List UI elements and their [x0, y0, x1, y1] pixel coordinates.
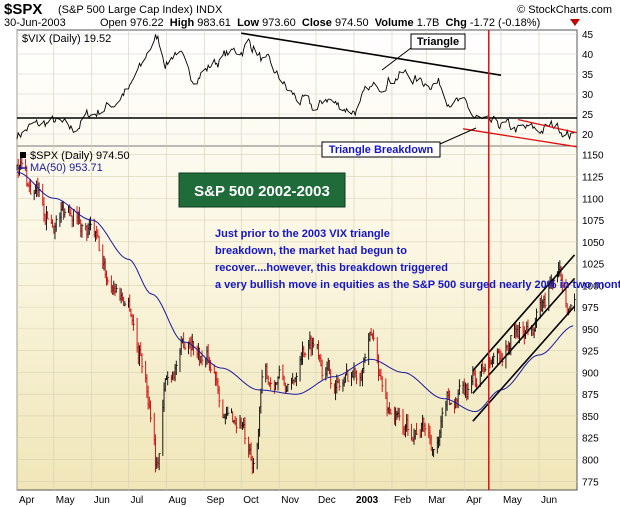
x-tick-label: Feb — [394, 495, 412, 506]
vix-tick-label: 40 — [582, 50, 594, 61]
breakdown-pointer — [439, 127, 477, 145]
spx-tick-label: 1050 — [582, 238, 605, 249]
close-value: 974.50 — [334, 17, 369, 29]
triangle-label-box — [410, 33, 466, 50]
spx-tick-label: 1025 — [582, 260, 605, 271]
x-tick-label: Jun — [541, 495, 557, 506]
vix-channel-upper — [518, 118, 578, 134]
x-tick-label: May — [56, 495, 75, 506]
spx-tick-label: 950 — [582, 325, 599, 336]
chg-label: Chg — [445, 17, 467, 29]
spx-legend: $SPX (Daily) 974.50 — [30, 150, 130, 162]
title-box — [178, 172, 346, 208]
x-tick-label: Mar — [428, 495, 446, 506]
low-label: Low — [237, 17, 260, 29]
ma50-line — [16, 171, 574, 413]
x-tick-label: May — [503, 495, 522, 506]
volume-label: Volume — [374, 17, 414, 29]
spx-tick-label: 1125 — [582, 172, 604, 183]
annotation-line: Just prior to the 2003 VIX triangle — [215, 228, 390, 240]
x-tick-label: Dec — [318, 495, 336, 506]
vix-tick-label: 30 — [582, 90, 594, 101]
open-label: Open — [100, 17, 127, 29]
spx-tick-label: 775 — [582, 477, 599, 488]
spx-legend-swatch — [20, 152, 26, 158]
gridlines — [16, 30, 577, 490]
high-value: 983.61 — [197, 17, 231, 29]
x-tick-label: Jun — [94, 495, 110, 506]
brand-watermark: © StockCharts.com — [517, 4, 612, 16]
annotation-line: recover....however, this breakdown trigg… — [215, 262, 448, 274]
spx-tick-label: 925 — [582, 347, 599, 358]
spx-tick-label: 825 — [582, 434, 599, 445]
spx-tick-label: 900 — [582, 368, 599, 379]
symbol-description: (S&P 500 Large Cap Index) INDX — [58, 4, 223, 16]
annotation-text: Just prior to the 2003 VIX triangle break… — [215, 228, 620, 291]
axes: 20 25 30 35 40 45 775 800 825 850 875 900 925 950 975 1… — [19, 30, 605, 506]
spx-channel-upper — [472, 254, 576, 372]
x-tick-label: Jul — [131, 495, 144, 506]
x-tick-label: Oct — [243, 495, 259, 506]
high-label: High — [169, 17, 195, 29]
x-tick-label: Aug — [168, 495, 186, 506]
x-tick-label: Apr — [19, 495, 35, 506]
volume-value: 1.7B — [416, 17, 440, 29]
vix-tick-label: 45 — [582, 30, 594, 41]
x-tick-label: Apr — [466, 495, 482, 506]
chg-value: -1.72 (-0.18%) — [469, 17, 541, 29]
spx-channel-middle — [472, 277, 576, 394]
spx-tick-label: 1000 — [582, 281, 605, 292]
x-tick-label: Nov — [281, 495, 299, 506]
low-value: 973.60 — [262, 17, 296, 29]
vix-legend: $VIX (Daily) 19.52 — [22, 33, 111, 45]
ma-legend: MA(50) 953.71 — [30, 162, 103, 174]
vix-tick-label: 20 — [582, 130, 594, 141]
spx-tick-label: 1075 — [582, 216, 605, 227]
breakdown-label-box — [321, 141, 441, 158]
spx-tick-label: 1150 — [582, 151, 604, 162]
vix-tick-label: 25 — [582, 110, 594, 121]
spx-tick-label: 1100 — [582, 194, 604, 205]
spx-tick-label: 875 — [582, 390, 599, 401]
chart-header: $SPX (S&P 500 Large Cap Index) INDX © St… — [0, 0, 620, 30]
down-arrow-icon — [570, 19, 580, 26]
spx-panel — [16, 30, 577, 490]
chart-title: S&P 500 2002-2003 — [194, 183, 330, 200]
annotation-line: breakdown, the market had begun to — [215, 245, 407, 257]
quote-date: 30-Jun-2003 — [4, 17, 66, 29]
vix-panel — [16, 32, 578, 148]
spx-tick-label: 850 — [582, 412, 599, 423]
spx-tick-label: 975 — [582, 303, 599, 314]
x-tick-label: 2003 — [356, 495, 379, 506]
close-label: Close — [301, 17, 332, 29]
vix-tick-label: 35 — [582, 70, 594, 81]
triangle-label: Triangle — [417, 36, 459, 48]
plot-area — [16, 29, 578, 491]
triangle-pointer — [381, 47, 412, 71]
breakdown-label: Triangle Breakdown — [329, 144, 434, 156]
open-value: 976.22 — [129, 17, 164, 29]
vix-channel-lower — [462, 128, 578, 148]
x-tick-label: Sep — [206, 495, 224, 506]
annotation-line: a very bullish move in equities as the S… — [215, 279, 620, 291]
spx-tick-label: 800 — [582, 456, 599, 467]
triangle-upper-trendline — [241, 32, 502, 76]
quote-line: Open 976.22 High 983.61 Low 973.60 Close… — [100, 17, 540, 29]
spx-channel-lower — [472, 305, 576, 422]
symbol-label: $SPX — [4, 1, 43, 18]
